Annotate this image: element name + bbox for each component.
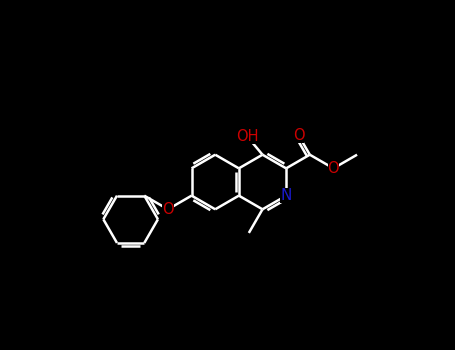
Text: O: O	[328, 161, 339, 176]
Text: N: N	[280, 188, 292, 203]
Text: O: O	[293, 128, 304, 143]
Text: OH: OH	[236, 129, 258, 144]
Text: O: O	[162, 202, 174, 217]
